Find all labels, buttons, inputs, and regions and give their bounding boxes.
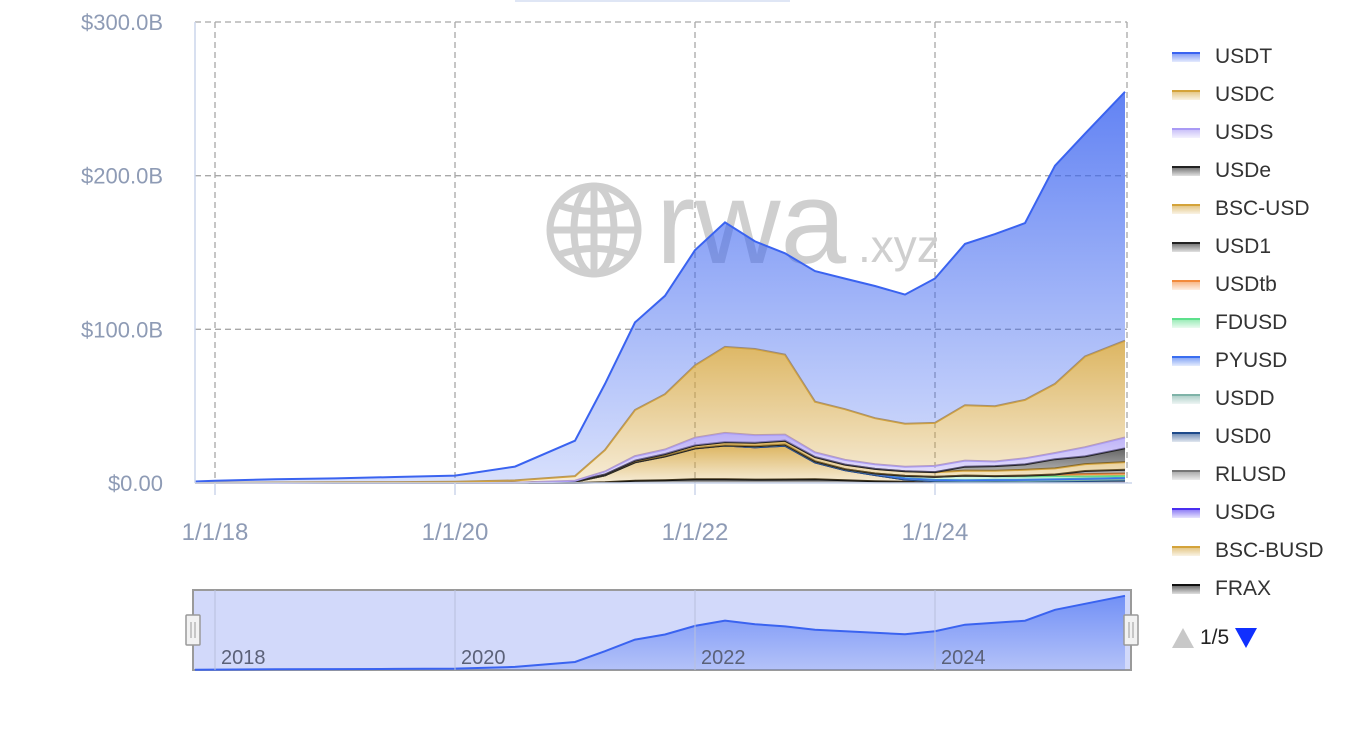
- legend-item-pyusd[interactable]: PYUSD: [1172, 342, 1324, 380]
- legend-label: FDUSD: [1215, 311, 1288, 334]
- line-usdt: [194, 91, 1126, 483]
- legend-swatch: [1172, 584, 1200, 594]
- legend-label: USDD: [1215, 387, 1275, 410]
- legend-item-usd0[interactable]: USD0: [1172, 418, 1324, 456]
- series-areas: [194, 91, 1126, 484]
- legend-swatch: [1172, 52, 1200, 62]
- axes: $0.00 $100.0B $200.0B $300.0B 1/1/18 1/1/20 1/…: [81, 10, 1132, 546]
- legend-swatch: [1172, 204, 1200, 214]
- legend-label: USDT: [1215, 45, 1273, 68]
- legend-item-usds[interactable]: USDS: [1172, 114, 1324, 152]
- y-tick-label: $200.0B: [81, 164, 163, 189]
- navigator-area: [195, 595, 1125, 670]
- legend-item-usd1[interactable]: USD1: [1172, 228, 1324, 266]
- navigator[interactable]: 2018 2020 2022 2024: [185, 589, 1139, 671]
- navigator-left-handle[interactable]: [185, 614, 201, 646]
- legend-page-indicator: 1/5: [1200, 626, 1230, 649]
- legend-label: RLUSD: [1215, 463, 1287, 486]
- legend-swatch: [1172, 394, 1200, 404]
- y-tick-label: $100.0B: [81, 317, 163, 342]
- legend-item-usdc[interactable]: USDC: [1172, 76, 1324, 114]
- legend-label: USD0: [1215, 425, 1272, 448]
- legend-item-usdd[interactable]: USDD: [1172, 380, 1324, 418]
- legend-item-usde[interactable]: USDe: [1172, 152, 1324, 190]
- legend-swatch: [1172, 470, 1200, 480]
- legend-swatch: [1172, 432, 1200, 442]
- legend: USDT USDC USDS USDe BSC-USD USD1 USDtb FDUSD PYU…: [1172, 38, 1324, 650]
- legend-pager: 1/5: [1172, 626, 1324, 650]
- x-tick-label: 1/1/20: [422, 519, 489, 546]
- navigator-label: 2020: [461, 647, 506, 669]
- area-bsc-busd[interactable]: [195, 445, 1125, 484]
- y-tick-label: $300.0B: [81, 10, 163, 35]
- legend-item-usdtb[interactable]: USDtb: [1172, 266, 1324, 304]
- legend-label: BSC-USD: [1215, 197, 1310, 220]
- legend-swatch: [1172, 546, 1200, 556]
- legend-item-frax[interactable]: FRAX: [1172, 570, 1324, 608]
- legend-swatch: [1172, 90, 1200, 100]
- navigator-label: 2018: [221, 647, 266, 669]
- y-tick-label: $0.00: [108, 471, 163, 496]
- area-usdc[interactable]: [195, 340, 1125, 483]
- x-tick-label: 1/1/22: [662, 519, 729, 546]
- legend-label: FRAX: [1215, 577, 1272, 600]
- legend-swatch: [1172, 508, 1200, 518]
- x-tick-label: 1/1/18: [182, 519, 249, 546]
- legend-item-bsc-busd[interactable]: BSC-BUSD: [1172, 532, 1324, 570]
- area-bsc-usd[interactable]: [195, 440, 1125, 483]
- top-bar-fragment: [515, 0, 790, 2]
- legend-item-usdg[interactable]: USDG: [1172, 494, 1324, 532]
- navigator-label: 2024: [941, 647, 986, 669]
- legend-item-bsc-usd[interactable]: BSC-USD: [1172, 190, 1324, 228]
- navigator-label: 2022: [701, 647, 746, 669]
- watermark-suffix: .xyz: [858, 220, 940, 272]
- legend-label: USDS: [1215, 121, 1274, 144]
- legend-swatch: [1172, 280, 1200, 290]
- legend-label: USDG: [1215, 501, 1276, 524]
- globe-icon: [546, 182, 642, 278]
- legend-label: USD1: [1215, 235, 1272, 258]
- legend-label: BSC-BUSD: [1215, 539, 1324, 562]
- area-usdt[interactable]: [195, 91, 1125, 483]
- navigator-right-handle[interactable]: [1123, 614, 1139, 646]
- legend-item-usdt[interactable]: USDT: [1172, 38, 1324, 76]
- legend-item-fdusd[interactable]: FDUSD: [1172, 304, 1324, 342]
- legend-label: USDtb: [1215, 273, 1277, 296]
- legend-label: USDe: [1215, 159, 1272, 182]
- legend-next-page-icon[interactable]: [1235, 628, 1258, 648]
- navigator-line: [194, 594, 1126, 671]
- legend-label: USDC: [1215, 83, 1275, 106]
- legend-item-rlusd[interactable]: RLUSD: [1172, 456, 1324, 494]
- legend-swatch: [1172, 242, 1200, 252]
- legend-prev-page-icon[interactable]: [1172, 628, 1194, 648]
- legend-swatch: [1172, 166, 1200, 176]
- area-fdusd[interactable]: [195, 444, 1125, 483]
- legend-swatch: [1172, 128, 1200, 138]
- x-tick-label: 1/1/24: [902, 519, 969, 546]
- legend-swatch: [1172, 318, 1200, 328]
- legend-label: PYUSD: [1215, 349, 1288, 372]
- legend-swatch: [1172, 356, 1200, 366]
